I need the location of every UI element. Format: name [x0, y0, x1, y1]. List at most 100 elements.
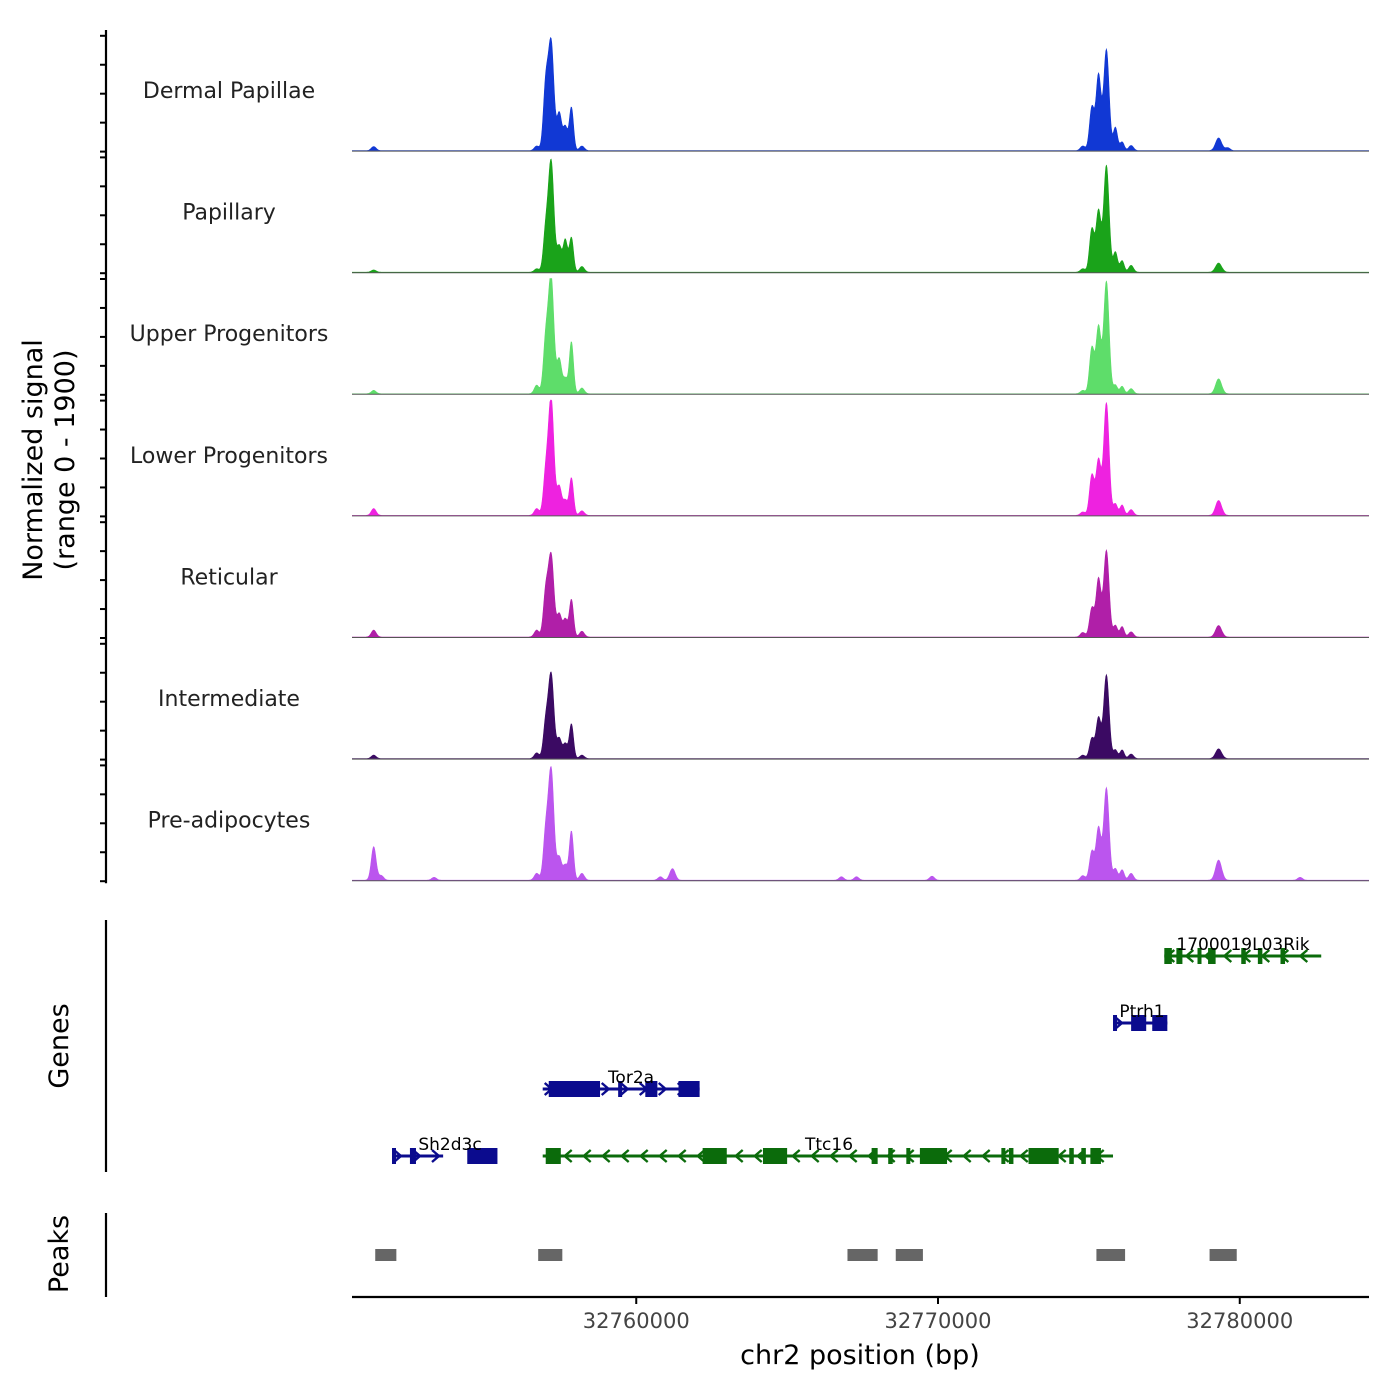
- gene-ttc16: Ttc16: [542, 1135, 1114, 1164]
- gene-strand-arrow: [752, 1149, 763, 1163]
- coverage-y-label-line2: (range 0 - 1900): [50, 350, 81, 571]
- gene-strand-arrow: [1114, 1016, 1124, 1030]
- gene-strand-arrow: [657, 1082, 668, 1096]
- gene-exon: [1176, 948, 1183, 964]
- gene-strand-arrow: [1298, 949, 1309, 963]
- coverage-area: [352, 766, 1369, 881]
- gene-strand-arrow: [809, 1149, 820, 1163]
- gene-exon: [1001, 1148, 1006, 1164]
- coverage-area: [352, 278, 1369, 395]
- gene-strand-arrow: [1184, 949, 1195, 963]
- gene-strand-arrow: [562, 1149, 573, 1163]
- coverage-track-papillary: Papillary: [182, 158, 1369, 274]
- gene-exon: [888, 1148, 893, 1164]
- gene-strand-arrow: [600, 1082, 611, 1096]
- coverage-area: [352, 158, 1369, 273]
- gene-ptrh1: Ptrh1: [1113, 1002, 1168, 1031]
- peak-region: [895, 1249, 923, 1261]
- x-axis-label: chr2 position (bp): [740, 1340, 980, 1371]
- gene-strand-arrow: [1056, 1149, 1067, 1163]
- gene-strand-arrow: [619, 1149, 630, 1163]
- gene-strand-arrow: [657, 1149, 668, 1163]
- track-label: Lower Progenitors: [130, 444, 328, 469]
- coverage-track-intermediate: Intermediate: [158, 671, 1369, 760]
- coverage-area: [352, 399, 1369, 516]
- gene-exon: [1280, 948, 1286, 964]
- gene-exon: [545, 1148, 561, 1164]
- coverage-track-lower-progenitors: Lower Progenitors: [130, 399, 1369, 517]
- gene-exon: [1008, 1148, 1014, 1164]
- gene-label: Sh2d3c: [418, 1135, 481, 1155]
- coverage-track-upper-progenitors: Upper Progenitors: [130, 278, 1369, 395]
- peak-region: [1209, 1249, 1237, 1261]
- gene-tor2a: Tor2a: [542, 1068, 700, 1097]
- peak-region: [375, 1249, 397, 1261]
- gene-strand-arrow: [638, 1149, 649, 1163]
- gene-strand-arrow: [1018, 1149, 1029, 1163]
- gene-exon: [678, 1081, 700, 1097]
- peak-region: [1096, 1249, 1126, 1261]
- gene-exon: [467, 1148, 498, 1164]
- gene-exon: [1197, 948, 1202, 964]
- gene-exon: [1208, 948, 1216, 964]
- gene-exon: [1164, 948, 1172, 964]
- x-tick-label: 32780000: [1186, 1309, 1293, 1333]
- track-label: Pre-adipocytes: [148, 809, 311, 834]
- coverage-tracks: Normalized signal(range 0 - 1900) Dermal …: [18, 30, 1369, 884]
- gene-strand-arrow: [393, 1149, 403, 1163]
- gene-1700019l03rik: 1700019L03Rik: [1164, 935, 1322, 964]
- coverage-track-dermal-papillae: Dermal Papillae: [143, 36, 1369, 152]
- gene-exon: [618, 1081, 623, 1097]
- gene-exon: [409, 1148, 416, 1164]
- gene-label: Ptrh1: [1119, 1002, 1164, 1022]
- gene-strand-arrow: [1222, 949, 1233, 963]
- gene-strand-arrow: [790, 1149, 801, 1163]
- coverage-y-label-line1: Normalized signal: [18, 339, 49, 581]
- gene-exon: [548, 1081, 601, 1097]
- gene-label: Tor2a: [607, 1068, 654, 1088]
- gene-strand-arrow: [733, 1149, 744, 1163]
- coverage-track-reticular: Reticular: [180, 548, 1369, 638]
- x-tick-label: 32760000: [583, 1309, 690, 1333]
- track-label: Reticular: [180, 565, 278, 590]
- gene-strand-arrow: [581, 1149, 592, 1163]
- gene-exon: [645, 1081, 658, 1097]
- genes-y-label: Genes: [44, 1003, 75, 1088]
- gene-exon: [1028, 1148, 1059, 1164]
- gene-exon: [1113, 1015, 1118, 1031]
- gene-strand-arrow: [676, 1149, 687, 1163]
- gene-exon: [871, 1148, 878, 1164]
- gene-strand-arrow: [619, 1082, 630, 1096]
- track-label: Papillary: [182, 201, 276, 226]
- x-axis: 32760000 32770000 32780000 chr2 position (b…: [352, 1295, 1369, 1371]
- coverage-area: [352, 36, 1369, 151]
- peaks-y-label: Peaks: [44, 1215, 75, 1293]
- gene-exon: [392, 1148, 396, 1164]
- gene-sh2d3c: Sh2d3c: [392, 1135, 498, 1164]
- gene-exon: [702, 1148, 727, 1164]
- coverage-track-pre-adipocytes: Pre-adipocytes: [148, 766, 1369, 882]
- gene-exon: [762, 1148, 788, 1164]
- gene-exon: [906, 1148, 911, 1164]
- gene-strand-arrow: [828, 1149, 839, 1163]
- peak-track: Peaks: [44, 1213, 1237, 1297]
- gene-strand-arrow: [847, 1149, 858, 1163]
- coverage-y-label: Normalized signal(range 0 - 1900): [18, 339, 81, 581]
- gene-strand-arrow: [431, 1149, 441, 1163]
- gene-exon: [1152, 1015, 1168, 1031]
- coverage-area: [352, 671, 1369, 759]
- gene-exon: [1069, 1148, 1074, 1164]
- peak-region: [538, 1249, 563, 1261]
- gene-strand-arrow: [961, 1149, 972, 1163]
- gene-track: Genes 1700019L03Rik Ptrh1 Tor2a Sh2d3c Ttc16: [44, 920, 1322, 1172]
- gene-label: 1700019L03Rik: [1176, 935, 1309, 955]
- x-tick-label: 32770000: [885, 1309, 992, 1333]
- track-label: Dermal Papillae: [143, 79, 315, 104]
- gene-exon: [1131, 1015, 1147, 1031]
- peak-region: [847, 1249, 878, 1261]
- coverage-area: [352, 548, 1369, 638]
- gene-exon: [919, 1148, 948, 1164]
- gene-label: Ttc16: [804, 1135, 853, 1155]
- track-label: Upper Progenitors: [130, 322, 329, 347]
